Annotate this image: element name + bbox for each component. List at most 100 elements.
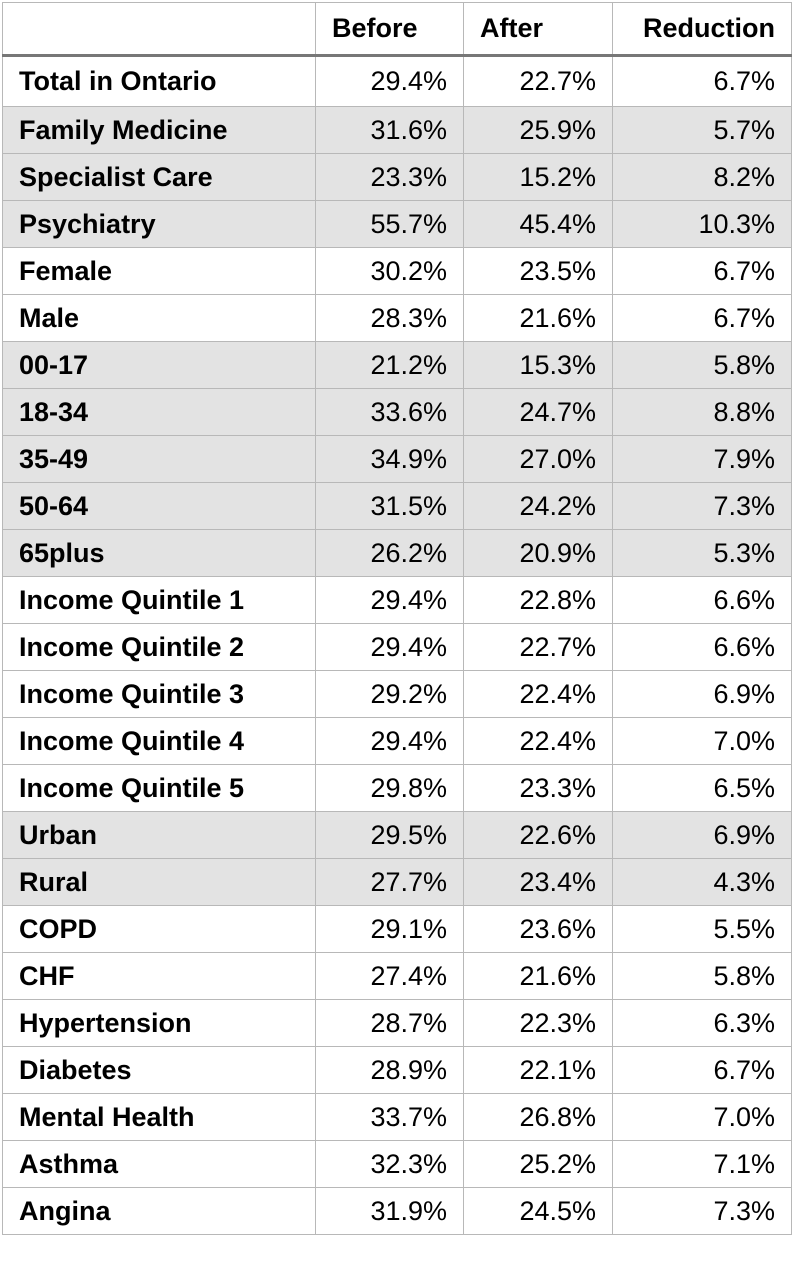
cell-reduction: 5.8% <box>612 341 792 389</box>
row-label: Female <box>2 247 316 295</box>
row-label: Income Quintile 2 <box>2 623 316 671</box>
row-label: 00-17 <box>2 341 316 389</box>
row-label: Family Medicine <box>2 106 316 154</box>
cell-reduction: 7.9% <box>612 435 792 483</box>
cell-reduction: 6.7% <box>612 1046 792 1094</box>
table-row: Rural 27.7% 23.4% 4.3% <box>2 858 792 906</box>
table-row: 00-17 21.2% 15.3% 5.8% <box>2 341 792 389</box>
row-label: Hypertension <box>2 999 316 1047</box>
cell-reduction: 4.3% <box>612 858 792 906</box>
row-label: Male <box>2 294 316 342</box>
cell-reduction: 5.7% <box>612 106 792 154</box>
table-row: Income Quintile 3 29.2% 22.4% 6.9% <box>2 670 792 718</box>
table-row: CHF 27.4% 21.6% 5.8% <box>2 952 792 1000</box>
table-row: Asthma 32.3% 25.2% 7.1% <box>2 1140 792 1188</box>
cell-reduction: 6.5% <box>612 764 792 812</box>
row-label: Asthma <box>2 1140 316 1188</box>
cell-after: 27.0% <box>463 435 613 483</box>
cell-after: 23.5% <box>463 247 613 295</box>
cell-before: 23.3% <box>315 153 464 201</box>
row-label: 65plus <box>2 529 316 577</box>
table-row: Income Quintile 1 29.4% 22.8% 6.6% <box>2 576 792 624</box>
cell-reduction: 6.6% <box>612 576 792 624</box>
table-header: Before After Reduction <box>2 2 792 57</box>
cell-before: 29.5% <box>315 811 464 859</box>
table-row: 35-49 34.9% 27.0% 7.9% <box>2 435 792 483</box>
table-row: Income Quintile 5 29.8% 23.3% 6.5% <box>2 764 792 812</box>
cell-reduction: 6.6% <box>612 623 792 671</box>
header-before: Before <box>315 2 464 57</box>
cell-after: 24.5% <box>463 1187 613 1235</box>
cell-reduction: 7.0% <box>612 1093 792 1141</box>
cell-before: 30.2% <box>315 247 464 295</box>
cell-before: 29.1% <box>315 905 464 953</box>
cell-before: 31.5% <box>315 482 464 530</box>
row-label: 35-49 <box>2 435 316 483</box>
table-row: Psychiatry 55.7% 45.4% 10.3% <box>2 200 792 248</box>
row-label: Urban <box>2 811 316 859</box>
cell-reduction: 6.7% <box>612 294 792 342</box>
table-row: Income Quintile 2 29.4% 22.7% 6.6% <box>2 623 792 671</box>
cell-after: 23.4% <box>463 858 613 906</box>
cell-before: 29.2% <box>315 670 464 718</box>
row-label: Specialist Care <box>2 153 316 201</box>
table-row: 65plus 26.2% 20.9% 5.3% <box>2 529 792 577</box>
cell-reduction: 7.1% <box>612 1140 792 1188</box>
cell-after: 24.7% <box>463 388 613 436</box>
row-label: CHF <box>2 952 316 1000</box>
cell-before: 21.2% <box>315 341 464 389</box>
cell-before: 28.3% <box>315 294 464 342</box>
cell-reduction: 7.3% <box>612 482 792 530</box>
cell-after: 25.9% <box>463 106 613 154</box>
row-label: Rural <box>2 858 316 906</box>
header-row: Before After Reduction <box>2 2 792 57</box>
header-reduction: Reduction <box>612 2 792 57</box>
cell-after: 22.6% <box>463 811 613 859</box>
cell-after: 21.6% <box>463 294 613 342</box>
table-row: Hypertension 28.7% 22.3% 6.3% <box>2 999 792 1047</box>
cell-before: 34.9% <box>315 435 464 483</box>
cell-reduction: 8.8% <box>612 388 792 436</box>
cell-after: 23.6% <box>463 905 613 953</box>
cell-before: 33.6% <box>315 388 464 436</box>
cell-before: 29.4% <box>315 623 464 671</box>
row-label: Income Quintile 5 <box>2 764 316 812</box>
cell-reduction: 6.7% <box>612 247 792 295</box>
row-label: 50-64 <box>2 482 316 530</box>
cell-before: 27.7% <box>315 858 464 906</box>
cell-after: 15.3% <box>463 341 613 389</box>
cell-after: 22.7% <box>463 55 613 107</box>
cell-after: 22.1% <box>463 1046 613 1094</box>
cell-reduction: 6.7% <box>612 55 792 107</box>
table-row: Family Medicine 31.6% 25.9% 5.7% <box>2 106 792 154</box>
cell-reduction: 6.9% <box>612 670 792 718</box>
table-row: Female 30.2% 23.5% 6.7% <box>2 247 792 295</box>
row-label: Income Quintile 3 <box>2 670 316 718</box>
header-blank <box>2 2 316 57</box>
cell-reduction: 5.8% <box>612 952 792 1000</box>
cell-after: 15.2% <box>463 153 613 201</box>
row-label: Angina <box>2 1187 316 1235</box>
cell-before: 29.4% <box>315 717 464 765</box>
table-row: Income Quintile 4 29.4% 22.4% 7.0% <box>2 717 792 765</box>
results-table: Before After Reduction Total in Ontario 2… <box>2 2 792 1235</box>
row-label: Diabetes <box>2 1046 316 1094</box>
table-row: Diabetes 28.9% 22.1% 6.7% <box>2 1046 792 1094</box>
cell-before: 55.7% <box>315 200 464 248</box>
cell-before: 27.4% <box>315 952 464 1000</box>
row-label: Psychiatry <box>2 200 316 248</box>
cell-before: 31.9% <box>315 1187 464 1235</box>
cell-before: 29.8% <box>315 764 464 812</box>
cell-after: 23.3% <box>463 764 613 812</box>
table-row: COPD 29.1% 23.6% 5.5% <box>2 905 792 953</box>
cell-before: 32.3% <box>315 1140 464 1188</box>
cell-after: 22.8% <box>463 576 613 624</box>
cell-before: 33.7% <box>315 1093 464 1141</box>
cell-before: 26.2% <box>315 529 464 577</box>
header-after: After <box>463 2 613 57</box>
row-label: COPD <box>2 905 316 953</box>
table-row: Male 28.3% 21.6% 6.7% <box>2 294 792 342</box>
row-label: Mental Health <box>2 1093 316 1141</box>
cell-reduction: 8.2% <box>612 153 792 201</box>
cell-after: 20.9% <box>463 529 613 577</box>
